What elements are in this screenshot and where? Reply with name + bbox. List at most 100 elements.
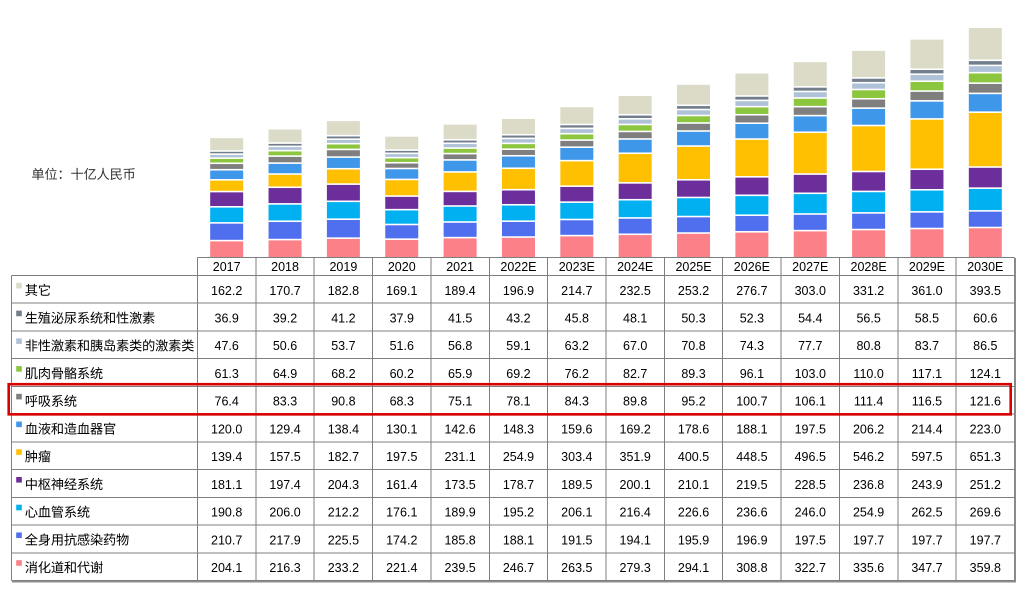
svg-text:2030E: 2030E <box>967 260 1003 274</box>
svg-text:262.5: 262.5 <box>911 506 942 520</box>
svg-text:78.1: 78.1 <box>506 395 530 409</box>
svg-text:37.9: 37.9 <box>390 311 414 325</box>
svg-text:210.1: 210.1 <box>678 478 709 492</box>
svg-text:75.1: 75.1 <box>448 395 472 409</box>
svg-text:89.3: 89.3 <box>681 367 705 381</box>
svg-text:294.1: 294.1 <box>678 561 709 575</box>
svg-text:232.5: 232.5 <box>620 284 651 298</box>
svg-text:269.6: 269.6 <box>970 506 1001 520</box>
svg-text:197.7: 197.7 <box>911 533 942 547</box>
svg-text:100.7: 100.7 <box>736 395 767 409</box>
svg-text:206.1: 206.1 <box>561 506 592 520</box>
svg-text:174.2: 174.2 <box>386 533 417 547</box>
svg-text:84.3: 84.3 <box>565 395 589 409</box>
svg-text:36.9: 36.9 <box>215 311 239 325</box>
svg-text:68.2: 68.2 <box>331 367 355 381</box>
svg-text:231.1: 231.1 <box>444 450 475 464</box>
svg-text:597.5: 597.5 <box>911 450 942 464</box>
svg-text:228.5: 228.5 <box>795 478 826 492</box>
svg-text:204.1: 204.1 <box>211 561 242 575</box>
svg-text:60.2: 60.2 <box>390 367 414 381</box>
svg-text:68.3: 68.3 <box>390 395 414 409</box>
svg-text:351.9: 351.9 <box>620 450 651 464</box>
svg-text:185.8: 185.8 <box>444 533 475 547</box>
svg-text:279.3: 279.3 <box>620 561 651 575</box>
svg-text:216.4: 216.4 <box>620 506 651 520</box>
svg-text:223.0: 223.0 <box>970 422 1001 436</box>
svg-text:190.8: 190.8 <box>211 506 242 520</box>
svg-text:48.1: 48.1 <box>623 311 647 325</box>
svg-text:233.2: 233.2 <box>328 561 359 575</box>
svg-text:142.6: 142.6 <box>444 422 475 436</box>
svg-text:226.6: 226.6 <box>678 506 709 520</box>
svg-text:200.1: 200.1 <box>620 478 651 492</box>
svg-text:308.8: 308.8 <box>736 561 767 575</box>
svg-text:2029E: 2029E <box>909 260 945 274</box>
svg-text:651.3: 651.3 <box>970 450 1001 464</box>
svg-text:2019: 2019 <box>329 260 357 274</box>
svg-text:77.7: 77.7 <box>798 339 822 353</box>
svg-text:124.1: 124.1 <box>970 367 1001 381</box>
svg-text:106.1: 106.1 <box>795 395 826 409</box>
svg-text:2026E: 2026E <box>734 260 770 274</box>
svg-text:197.4: 197.4 <box>269 478 300 492</box>
svg-text:89.8: 89.8 <box>623 395 647 409</box>
svg-text:76.4: 76.4 <box>215 395 239 409</box>
svg-text:121.6: 121.6 <box>970 395 1001 409</box>
svg-text:188.1: 188.1 <box>736 422 767 436</box>
svg-text:189.9: 189.9 <box>444 506 475 520</box>
svg-text:251.2: 251.2 <box>970 478 1001 492</box>
svg-text:263.5: 263.5 <box>561 561 592 575</box>
svg-text:52.3: 52.3 <box>740 311 764 325</box>
svg-text:169.2: 169.2 <box>620 422 651 436</box>
svg-text:61.3: 61.3 <box>215 367 239 381</box>
svg-text:45.8: 45.8 <box>565 311 589 325</box>
svg-text:86.5: 86.5 <box>973 339 997 353</box>
svg-text:51.6: 51.6 <box>390 339 414 353</box>
svg-text:157.5: 157.5 <box>269 450 300 464</box>
svg-text:254.9: 254.9 <box>503 450 534 464</box>
svg-text:219.5: 219.5 <box>736 478 767 492</box>
svg-text:225.5: 225.5 <box>328 533 359 547</box>
svg-text:138.4: 138.4 <box>328 422 359 436</box>
svg-text:170.7: 170.7 <box>269 284 300 298</box>
svg-text:196.9: 196.9 <box>503 284 534 298</box>
svg-text:197.5: 197.5 <box>795 422 826 436</box>
svg-text:58.5: 58.5 <box>915 311 939 325</box>
svg-text:103.0: 103.0 <box>795 367 826 381</box>
svg-text:2020: 2020 <box>388 260 416 274</box>
svg-text:246.0: 246.0 <box>795 506 826 520</box>
svg-text:90.8: 90.8 <box>331 395 355 409</box>
svg-text:54.4: 54.4 <box>798 311 822 325</box>
svg-text:50.6: 50.6 <box>273 339 297 353</box>
svg-text:361.0: 361.0 <box>911 284 942 298</box>
svg-text:41.2: 41.2 <box>331 311 355 325</box>
svg-text:178.7: 178.7 <box>503 478 534 492</box>
svg-text:189.4: 189.4 <box>444 284 475 298</box>
svg-text:206.0: 206.0 <box>269 506 300 520</box>
svg-text:206.2: 206.2 <box>853 422 884 436</box>
svg-text:359.8: 359.8 <box>970 561 1001 575</box>
svg-text:393.5: 393.5 <box>970 284 1001 298</box>
svg-text:236.6: 236.6 <box>736 506 767 520</box>
svg-text:196.9: 196.9 <box>736 533 767 547</box>
svg-text:2024E: 2024E <box>617 260 653 274</box>
svg-text:191.5: 191.5 <box>561 533 592 547</box>
svg-text:546.2: 546.2 <box>853 450 884 464</box>
svg-text:56.8: 56.8 <box>448 339 472 353</box>
svg-text:173.5: 173.5 <box>444 478 475 492</box>
svg-text:169.1: 169.1 <box>386 284 417 298</box>
svg-text:303.4: 303.4 <box>561 450 592 464</box>
svg-text:129.4: 129.4 <box>269 422 300 436</box>
svg-text:221.4: 221.4 <box>386 561 417 575</box>
svg-text:496.5: 496.5 <box>795 450 826 464</box>
svg-text:120.0: 120.0 <box>211 422 242 436</box>
svg-text:162.2: 162.2 <box>211 284 242 298</box>
svg-text:70.8: 70.8 <box>681 339 705 353</box>
svg-text:197.7: 197.7 <box>853 533 884 547</box>
svg-text:80.8: 80.8 <box>856 339 880 353</box>
svg-text:159.6: 159.6 <box>561 422 592 436</box>
svg-text:178.6: 178.6 <box>678 422 709 436</box>
svg-text:176.1: 176.1 <box>386 506 417 520</box>
svg-text:182.8: 182.8 <box>328 284 359 298</box>
